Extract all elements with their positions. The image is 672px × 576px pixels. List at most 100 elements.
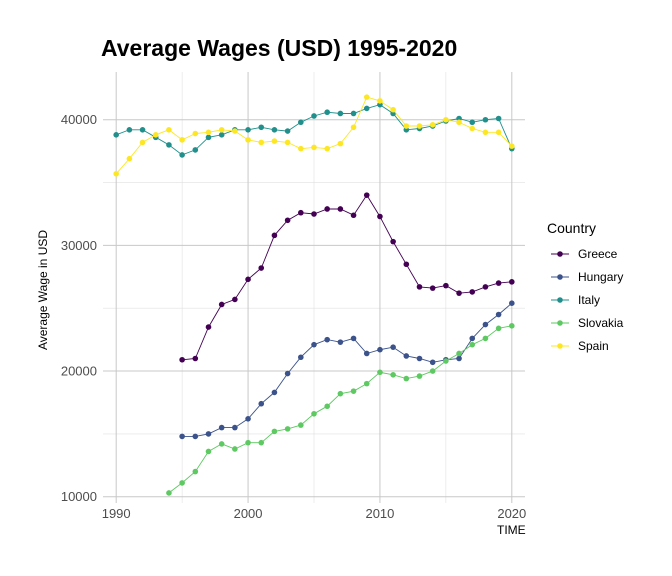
- data-point-hungary: [324, 336, 330, 343]
- data-point-greece: [443, 282, 449, 289]
- legend-item-slovakia: Slovakia: [551, 316, 624, 330]
- series-greece: [179, 192, 515, 363]
- series-hungary: [179, 300, 515, 440]
- data-point-italy: [113, 132, 119, 138]
- data-point-italy: [363, 105, 370, 112]
- data-point-hungary: [258, 400, 265, 407]
- data-point-spain: [337, 140, 344, 147]
- data-point-slovakia: [509, 323, 515, 329]
- data-point-spain: [509, 143, 515, 149]
- data-point-greece: [298, 209, 304, 216]
- data-point-italy: [192, 147, 199, 153]
- data-point-spain: [139, 139, 146, 146]
- data-point-greece: [363, 192, 370, 198]
- data-point-greece: [469, 289, 476, 295]
- data-point-greece: [377, 213, 383, 220]
- data-point-greece: [429, 285, 436, 291]
- data-point-spain: [311, 144, 317, 151]
- legend-item-hungary: Hungary: [551, 270, 623, 284]
- data-point-slovakia: [245, 439, 251, 446]
- data-point-hungary: [192, 433, 199, 440]
- data-point-greece: [271, 232, 278, 239]
- data-point-spain: [152, 132, 159, 138]
- data-point-spain: [298, 145, 304, 152]
- data-point-spain: [113, 170, 119, 177]
- data-point-hungary: [482, 321, 489, 328]
- data-point-greece: [232, 296, 238, 303]
- x-tick-label: 1990: [102, 506, 131, 521]
- data-point-hungary: [337, 339, 344, 345]
- data-point-greece: [311, 211, 317, 217]
- data-point-italy: [298, 119, 304, 126]
- data-point-slovakia: [166, 490, 172, 496]
- data-point-greece: [192, 355, 199, 362]
- series-line-slovakia: [168, 325, 512, 494]
- series-line-greece: [182, 194, 512, 361]
- y-tick-label: 30000: [61, 238, 97, 253]
- data-point-hungary: [205, 431, 212, 437]
- legend: Country Greece Hungary Italy Slovakia Spain: [547, 220, 624, 353]
- data-point-slovakia: [218, 441, 225, 447]
- data-point-spain: [350, 124, 357, 131]
- data-point-slovakia: [443, 358, 449, 364]
- data-point-slovakia: [232, 446, 238, 452]
- data-point-slovakia: [390, 372, 396, 378]
- data-point-greece: [509, 279, 515, 285]
- data-point-greece: [495, 280, 502, 286]
- data-point-italy: [271, 127, 278, 133]
- data-point-spain: [192, 130, 199, 137]
- data-point-spain: [232, 128, 238, 134]
- data-point-italy: [218, 132, 225, 138]
- data-point-spain: [245, 137, 251, 143]
- data-point-greece: [456, 290, 462, 296]
- data-point-greece: [337, 206, 344, 212]
- legend-item-spain: Spain: [551, 339, 609, 353]
- y-tick-label: 20000: [61, 364, 97, 379]
- data-point-slovakia: [377, 369, 383, 376]
- data-point-slovakia: [337, 390, 344, 397]
- data-point-hungary: [429, 359, 436, 366]
- data-point-greece: [403, 261, 410, 268]
- data-point-hungary: [218, 424, 225, 431]
- data-point-slovakia: [495, 325, 502, 332]
- data-point-italy: [482, 116, 489, 123]
- data-point-italy: [166, 142, 172, 148]
- data-point-hungary: [509, 300, 515, 307]
- data-point-slovakia: [179, 480, 185, 486]
- data-point-slovakia: [350, 388, 357, 394]
- data-point-hungary: [469, 335, 476, 342]
- data-point-spain: [456, 119, 462, 126]
- y-tick-label: 40000: [61, 112, 97, 127]
- data-point-slovakia: [205, 448, 212, 455]
- data-point-spain: [218, 127, 225, 133]
- data-point-slovakia: [456, 350, 462, 357]
- data-point-spain: [205, 129, 212, 136]
- data-point-spain: [429, 121, 436, 128]
- data-point-hungary: [245, 416, 251, 422]
- legend-key-point: [557, 297, 563, 303]
- y-tick-label: 10000: [61, 489, 97, 504]
- data-point-greece: [324, 206, 330, 212]
- data-point-spain: [284, 139, 291, 146]
- x-tick-label: 2000: [234, 506, 263, 521]
- data-point-italy: [258, 124, 265, 131]
- grid: [103, 72, 525, 503]
- data-point-greece: [218, 301, 225, 308]
- data-point-slovakia: [324, 403, 330, 410]
- legend-key-point: [557, 320, 563, 326]
- data-point-slovakia: [258, 439, 265, 446]
- data-point-slovakia: [469, 341, 476, 348]
- series-spain: [113, 94, 515, 177]
- data-point-slovakia: [363, 380, 370, 387]
- data-point-italy: [139, 127, 146, 133]
- legend-label: Greece: [578, 247, 618, 261]
- x-tick-label: 2010: [365, 506, 394, 521]
- data-point-hungary: [311, 341, 317, 348]
- data-point-slovakia: [429, 368, 436, 374]
- data-point-italy: [324, 109, 330, 116]
- data-point-spain: [126, 155, 133, 162]
- data-point-spain: [482, 129, 489, 136]
- data-point-hungary: [232, 424, 238, 431]
- data-point-slovakia: [311, 410, 317, 417]
